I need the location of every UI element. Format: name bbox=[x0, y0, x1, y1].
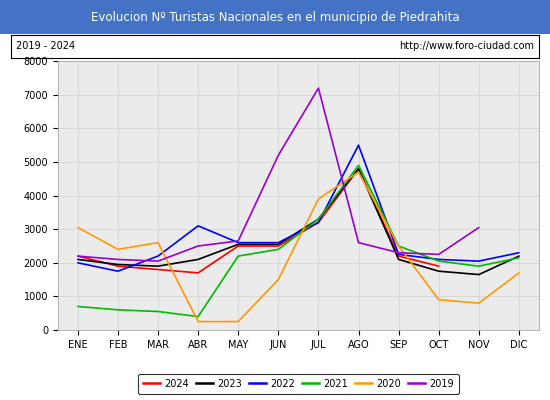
2023 bbox=[516, 254, 522, 258]
Line: 2020: 2020 bbox=[78, 172, 519, 322]
2022 bbox=[516, 250, 522, 255]
2022 bbox=[74, 260, 81, 265]
2023 bbox=[235, 242, 241, 247]
2024 bbox=[114, 264, 121, 268]
2023 bbox=[275, 242, 282, 247]
2023 bbox=[436, 269, 442, 274]
2020 bbox=[235, 319, 241, 324]
2020 bbox=[155, 240, 161, 245]
Text: 2019 - 2024: 2019 - 2024 bbox=[16, 41, 75, 51]
2021 bbox=[355, 163, 362, 168]
2023 bbox=[114, 262, 121, 267]
2020 bbox=[195, 319, 201, 324]
2020 bbox=[74, 225, 81, 230]
2020 bbox=[114, 247, 121, 252]
2020 bbox=[516, 270, 522, 275]
2023 bbox=[195, 257, 201, 262]
2022 bbox=[235, 240, 241, 245]
2021 bbox=[315, 217, 322, 222]
2024 bbox=[155, 267, 161, 272]
Text: http://www.foro-ciudad.com: http://www.foro-ciudad.com bbox=[399, 41, 534, 51]
2024 bbox=[74, 254, 81, 258]
2019 bbox=[395, 250, 402, 255]
Line: 2022: 2022 bbox=[78, 145, 519, 271]
2019 bbox=[155, 259, 161, 264]
2024 bbox=[195, 270, 201, 275]
2022 bbox=[436, 257, 442, 262]
2023 bbox=[74, 257, 81, 262]
2022 bbox=[114, 269, 121, 274]
2020 bbox=[476, 301, 482, 306]
2023 bbox=[395, 257, 402, 262]
2024 bbox=[436, 264, 442, 268]
2021 bbox=[476, 264, 482, 268]
2019 bbox=[235, 238, 241, 243]
2022 bbox=[355, 143, 362, 148]
2019 bbox=[355, 240, 362, 245]
2024 bbox=[235, 244, 241, 248]
Line: 2024: 2024 bbox=[78, 169, 439, 273]
2023 bbox=[355, 166, 362, 171]
Text: Evolucion Nº Turistas Nacionales en el municipio de Piedrahita: Evolucion Nº Turistas Nacionales en el m… bbox=[91, 10, 459, 24]
Line: 2023: 2023 bbox=[78, 169, 519, 274]
2023 bbox=[476, 272, 482, 277]
2020 bbox=[395, 244, 402, 248]
2022 bbox=[195, 224, 201, 228]
2023 bbox=[315, 217, 322, 222]
2022 bbox=[155, 254, 161, 258]
Line: 2019: 2019 bbox=[78, 88, 479, 261]
2021 bbox=[275, 247, 282, 252]
2021 bbox=[235, 254, 241, 258]
2020 bbox=[315, 196, 322, 201]
2019 bbox=[476, 225, 482, 230]
2022 bbox=[315, 220, 322, 225]
2020 bbox=[355, 170, 362, 174]
2024 bbox=[395, 254, 402, 258]
Line: 2021: 2021 bbox=[78, 165, 519, 316]
2024 bbox=[355, 166, 362, 171]
Legend: 2024, 2023, 2022, 2021, 2020, 2019: 2024, 2023, 2022, 2021, 2020, 2019 bbox=[138, 374, 459, 394]
2019 bbox=[195, 244, 201, 248]
2022 bbox=[395, 252, 402, 257]
2021 bbox=[114, 308, 121, 312]
2021 bbox=[436, 259, 442, 264]
2019 bbox=[74, 254, 81, 258]
2019 bbox=[114, 257, 121, 262]
2022 bbox=[275, 240, 282, 245]
2021 bbox=[155, 309, 161, 314]
2019 bbox=[315, 86, 322, 90]
2021 bbox=[74, 304, 81, 309]
2024 bbox=[275, 244, 282, 248]
2023 bbox=[155, 264, 161, 268]
2021 bbox=[516, 255, 522, 260]
2020 bbox=[436, 297, 442, 302]
2020 bbox=[275, 277, 282, 282]
2022 bbox=[476, 259, 482, 264]
2024 bbox=[315, 220, 322, 225]
2021 bbox=[395, 244, 402, 248]
2019 bbox=[436, 252, 442, 257]
2021 bbox=[195, 314, 201, 319]
2019 bbox=[275, 153, 282, 158]
